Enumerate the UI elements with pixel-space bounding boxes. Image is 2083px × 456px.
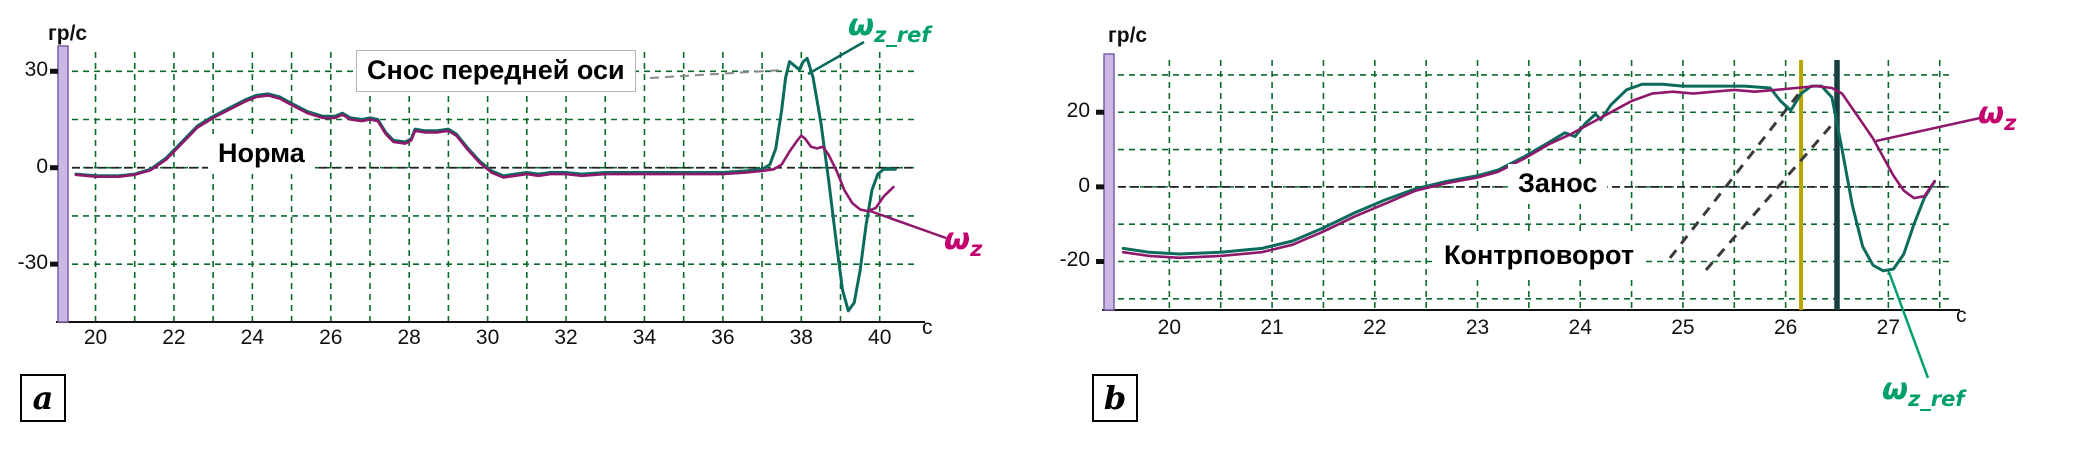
annotation-front-axle-drift: Снос передней оси [356,50,636,92]
y-tick-label: 30 [24,58,48,82]
x-tick-label: 25 [1671,316,1695,339]
series-omega-z-ref [74,56,897,313]
chart-b-annotation-overlay [1668,91,1981,379]
series-omega-z [1121,84,1936,260]
x-tick-label: 24 [240,326,265,349]
x-tick-label: 38 [789,326,813,349]
omega-symbol: ω [944,222,971,257]
chart-a-annotation-overlay [649,40,947,240]
panel-b: гр/с 20 21 22 23 24 25 26 27 20 0 -20 Занос Контрп… [1030,8,2080,452]
y-axis-label: гр/с [1108,24,1148,47]
y-tick-label: 0 [1078,173,1090,197]
x-tick-label: 22 [162,326,186,349]
y-axis-tick-mark [50,261,58,267]
y-axis-label: гр/с [48,22,88,45]
y-axis-tick-mark [1096,184,1104,190]
legend-omega-z-ref: ωz_ref [848,8,931,47]
diagonal-dashed-line-2 [1704,119,1838,271]
leader-line-front-axle-drift [649,69,784,79]
y-tick-label: 0 [36,154,48,178]
x-axis-unit: с [1956,304,1967,327]
annotation-norm: Норма [208,134,315,174]
x-tick-label: 28 [397,326,421,349]
x-tick-label: 21 [1260,316,1284,339]
x-tick-label: 36 [711,326,735,349]
legend-omega-z: ωz [1978,96,2016,135]
leader-line-omega-z-ref [1887,271,1930,379]
chart-a-canvas [50,45,925,323]
omega-symbol: ω [848,8,875,43]
series-omega-z [74,94,895,213]
x-tick-label: 22 [1363,316,1387,339]
diagonal-dashed-line-1 [1668,91,1802,259]
omega-subscript: z [970,237,983,261]
y-axis-tick-mark [50,165,58,171]
legend-omega-z: ωz [944,222,982,261]
omega-subscript: z_ref [1908,387,1965,411]
x-tick-label: 26 [319,326,343,349]
omega-symbol: ω [1882,372,1909,407]
x-tick-label: 40 [868,326,892,349]
x-tick-label: 23 [1465,316,1490,339]
panel-a: гр/с 20 22 24 26 28 30 32 34 36 38 40 30 0 -30 Снос п… [8,8,1020,452]
omega-subscript: z_ref [874,23,931,47]
annotation-countersteer: Контрповорот [1434,236,1645,276]
panel-letter-a: a [20,374,66,422]
leader-line-omega-z [1875,116,1981,143]
y-axis-bar [1103,53,1115,311]
panel-letter-b: b [1092,374,1138,422]
x-tick-label: 27 [1876,316,1901,339]
y-tick-label: -30 [17,251,48,275]
x-tick-label: 20 [1157,316,1182,339]
chart-b-canvas [1096,53,1960,311]
leader-line-omega-z-ref [807,40,865,76]
leader-line-omega-z [869,209,947,240]
x-tick-label: 20 [83,326,108,349]
omega-symbol: ω [1978,96,2005,131]
x-axis-unit: с [922,316,933,339]
legend-omega-z-ref: ωz_ref [1882,372,1965,411]
annotation-skid: Занос [1508,164,1608,204]
x-tick-label: 34 [632,326,657,349]
x-tick-label: 24 [1568,316,1592,339]
x-tick-label: 30 [475,326,500,349]
y-axis-tick-mark [1096,109,1104,115]
x-tick-label: 26 [1773,316,1798,339]
y-axis-tick-mark [1096,258,1104,264]
y-axis-bar [57,45,69,323]
omega-subscript: z [2004,111,2017,135]
x-tick-label: 32 [554,326,578,349]
y-tick-label: 20 [1066,99,1090,123]
y-axis-tick-mark [50,68,58,74]
series-omega-z-ref [1121,82,1937,273]
y-tick-label: -20 [1059,248,1090,272]
